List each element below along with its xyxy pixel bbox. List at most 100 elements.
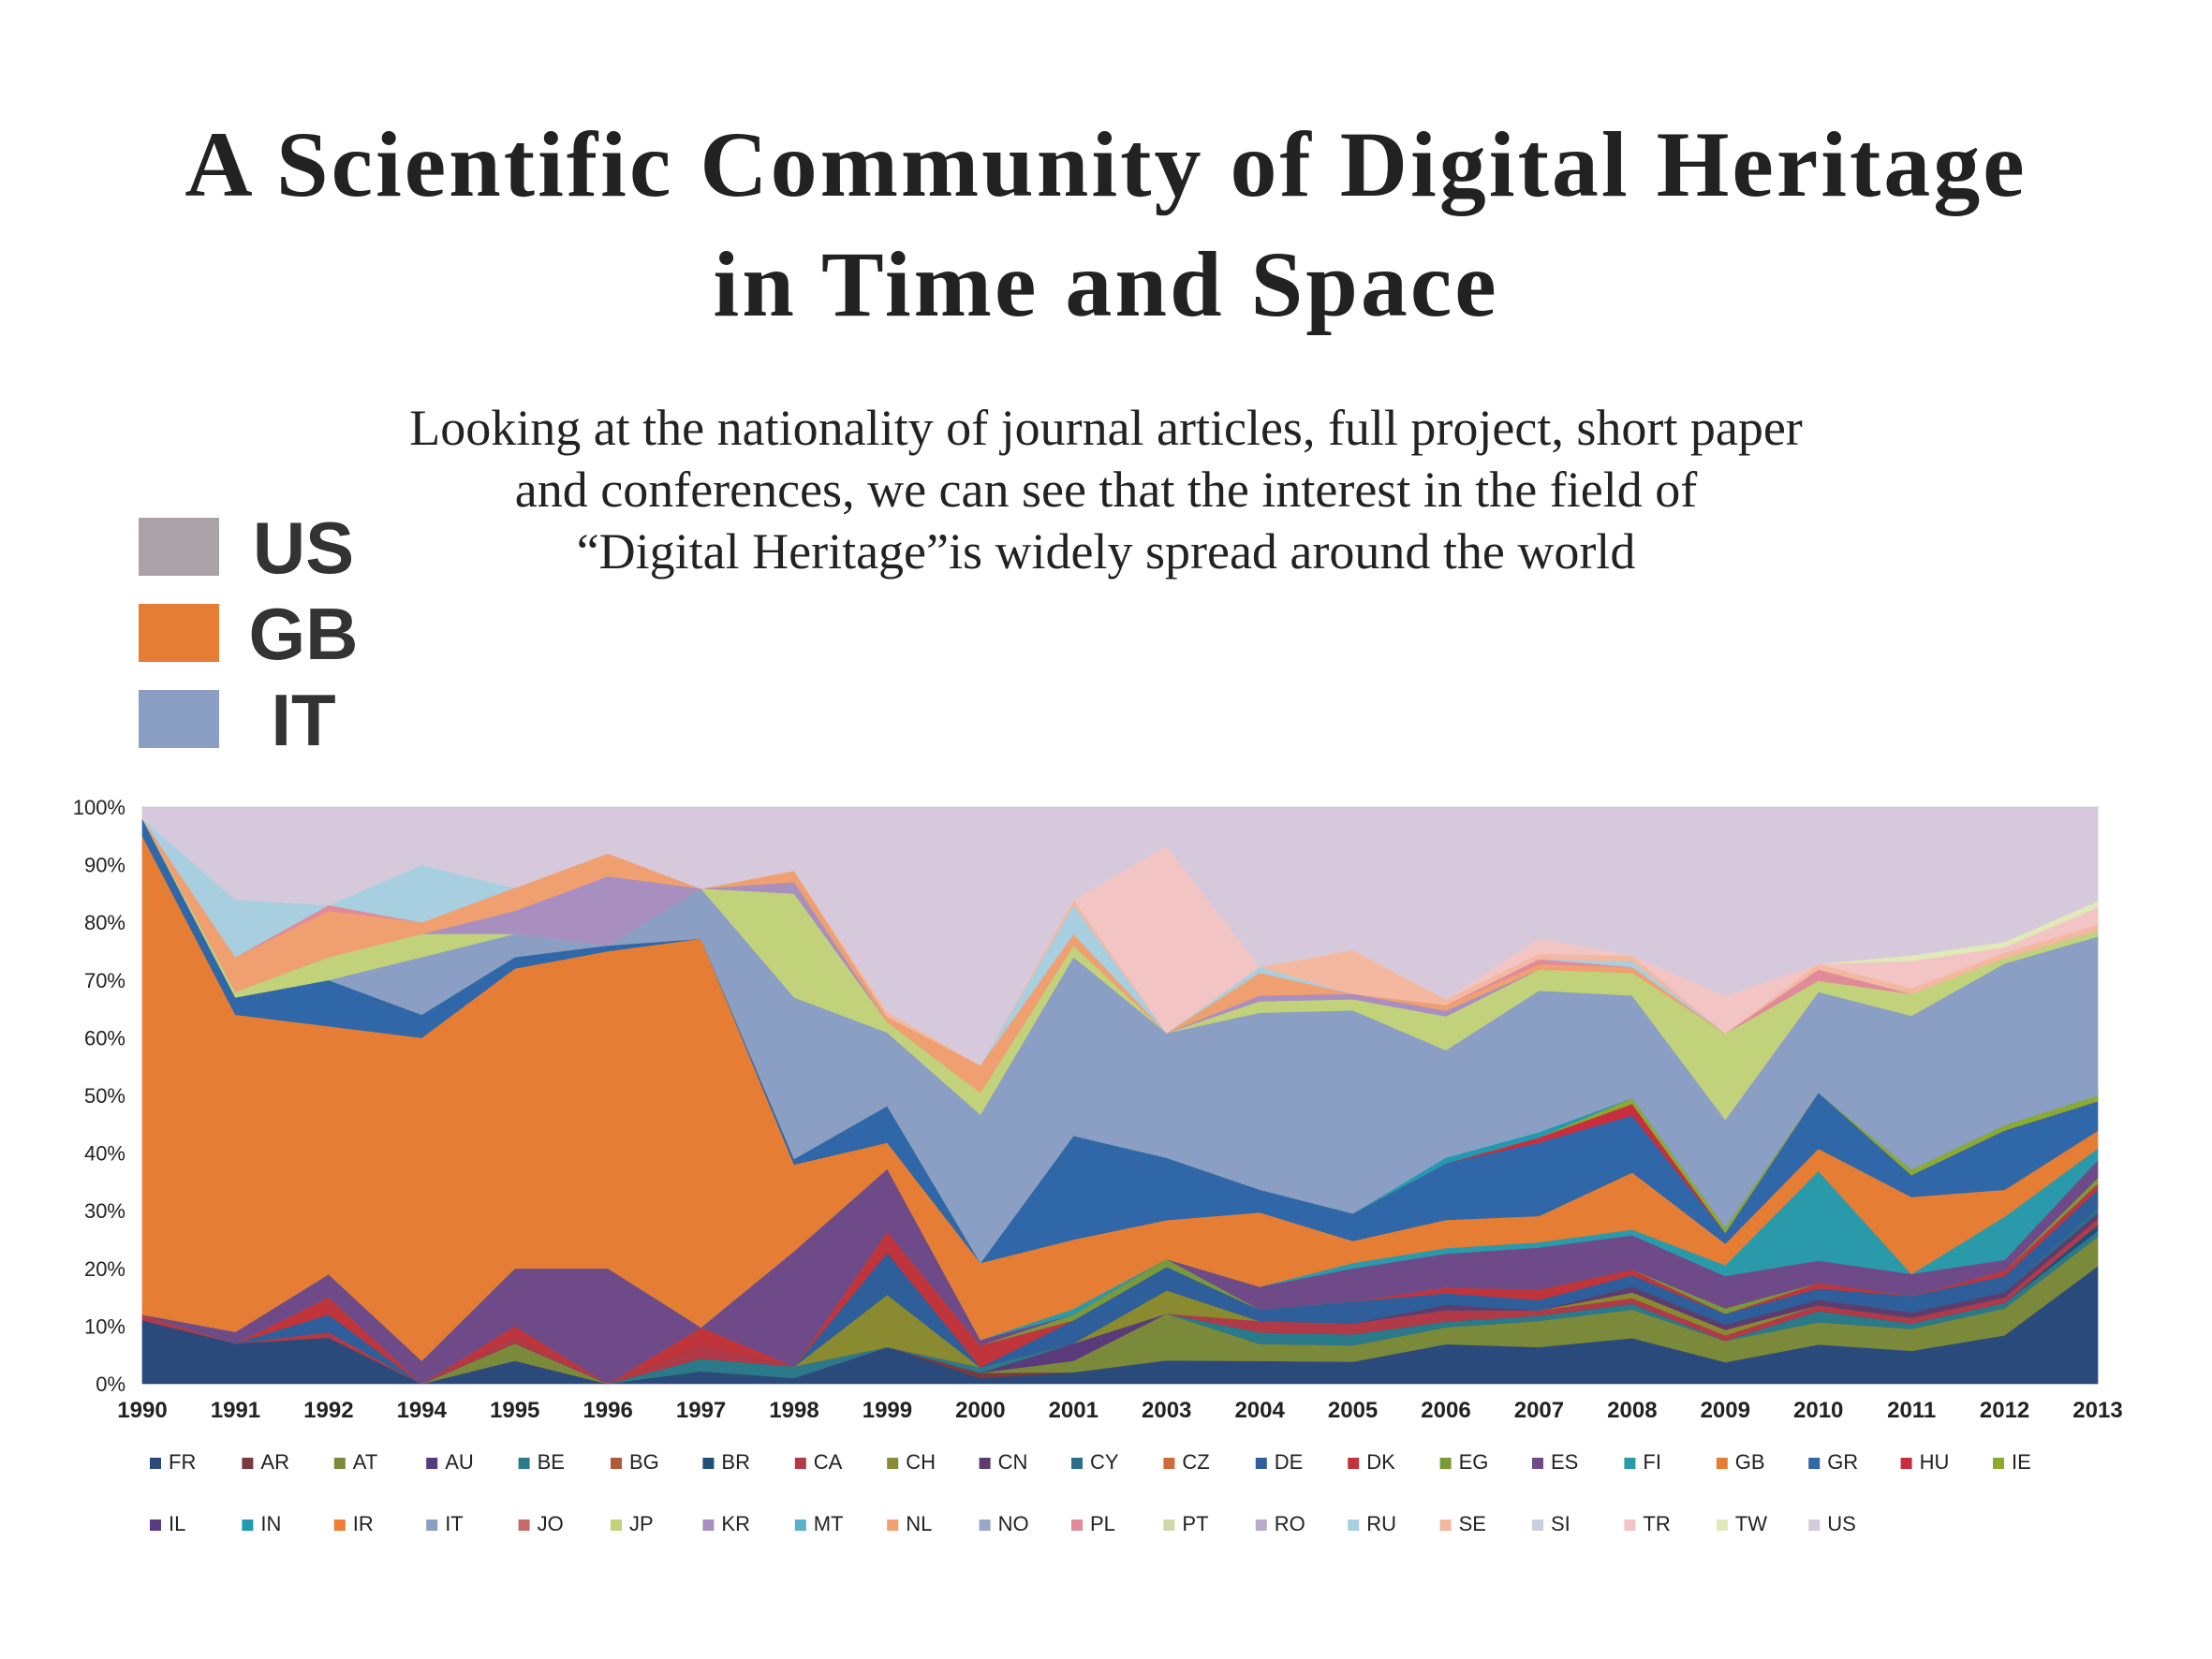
x-tick-label: 2005 — [1328, 1398, 1378, 1423]
legend-label: RU — [1366, 1512, 1396, 1535]
legend-swatch — [979, 1520, 991, 1531]
legend-label: FI — [1643, 1450, 1661, 1474]
legend-item-es: ES — [1532, 1450, 1578, 1474]
page-subtitle: Looking at the nationality of journal ar… — [263, 397, 1949, 582]
legend-swatch — [150, 1458, 161, 1469]
legend-label: AT — [353, 1450, 377, 1474]
legend-label: BR — [721, 1450, 750, 1474]
legend-label: SI — [1551, 1512, 1571, 1535]
legend-item-ch: CH — [887, 1450, 936, 1474]
legend-label: CA — [814, 1450, 843, 1474]
legend-item-de: DE — [1255, 1450, 1303, 1474]
legend-item-tr: TR — [1624, 1512, 1671, 1535]
legend-label: BG — [629, 1450, 659, 1474]
legend-label: ES — [1551, 1450, 1578, 1474]
legend-item-dk: DK — [1348, 1450, 1395, 1474]
x-tick-label: 1995 — [490, 1398, 539, 1423]
us-swatch — [139, 518, 219, 576]
legend-item-au: AU — [426, 1450, 474, 1474]
legend-swatch — [1532, 1520, 1543, 1531]
legend-item-il: IL — [150, 1512, 185, 1535]
legend-label: KR — [721, 1512, 750, 1535]
it-label: IT — [271, 679, 336, 761]
page-title: A Scientific Community of Digital Herita… — [0, 105, 2212, 345]
legend-label: IE — [2012, 1450, 2031, 1474]
x-tick-label: 2006 — [1421, 1398, 1470, 1423]
legend-label: EG — [1459, 1450, 1489, 1474]
legend-item-ro: RO — [1255, 1512, 1305, 1535]
legend-label: BE — [538, 1450, 565, 1474]
x-tick-label: 2013 — [2072, 1398, 2122, 1423]
y-tick-label: 100% — [73, 796, 125, 819]
legend-swatch — [242, 1458, 254, 1469]
legend-swatch — [794, 1458, 806, 1469]
legend-label: PL — [1090, 1512, 1115, 1535]
legend-swatch — [702, 1458, 715, 1469]
legend-label: TW — [1735, 1512, 1767, 1535]
legend-item-at: AT — [333, 1450, 377, 1474]
legend-item-us: US — [1808, 1512, 1856, 1535]
legend-label: NL — [906, 1512, 932, 1535]
y-axis: 0% 10% 20% 30% 40% 50% 60% 70% 80% 90% 100% — [73, 796, 125, 1396]
y-tick-label: 50% — [84, 1084, 125, 1108]
series-legend: FR AR AT AU BE BG BR CA CH CN CY CZ DE DK EG ES FI GB GR HU… — [150, 1450, 2031, 1535]
x-tick-label: 2010 — [1793, 1398, 1843, 1423]
legend-swatch — [426, 1458, 438, 1469]
gb-label: GB — [248, 593, 359, 675]
legend-item-fi: FI — [1624, 1450, 1661, 1474]
x-tick-label: 2003 — [1142, 1398, 1191, 1423]
legend-label: US — [1827, 1512, 1856, 1535]
legend-item-nl: NL — [887, 1512, 932, 1535]
legend-swatch — [333, 1458, 346, 1469]
legend-swatch — [1439, 1520, 1452, 1531]
x-tick-label: 1998 — [769, 1398, 818, 1423]
area-series — [141, 806, 2099, 1385]
legend-swatch — [979, 1458, 991, 1469]
x-tick-label: 2007 — [1514, 1398, 1564, 1423]
legend-swatch — [242, 1520, 254, 1531]
legend-item-kr: KR — [702, 1512, 750, 1535]
legend-label: JP — [629, 1512, 654, 1535]
legend-item-ir: IR — [333, 1512, 374, 1535]
legend-item-ie: IE — [1993, 1450, 2031, 1474]
us-label: US — [252, 507, 355, 589]
legend-item-gb: GB — [1716, 1450, 1765, 1474]
x-tick-label: 2008 — [1607, 1398, 1657, 1423]
legend-label: PT — [1182, 1512, 1208, 1535]
legend-swatch — [1348, 1520, 1360, 1531]
legend-swatch — [1071, 1458, 1083, 1469]
legend-label: SE — [1459, 1512, 1486, 1535]
legend-item-no: NO — [979, 1512, 1029, 1535]
legend-item-bg: BG — [611, 1450, 659, 1474]
title-line-2: in Time and Space — [713, 232, 1499, 336]
y-tick-label: 40% — [84, 1142, 125, 1166]
title-line-1: A Scientific Community of Digital Herita… — [184, 112, 2028, 216]
x-tick-label: 1999 — [863, 1398, 912, 1423]
legend-item-in: IN — [242, 1512, 281, 1535]
legend-label: AR — [260, 1450, 289, 1474]
legend-swatch — [1993, 1458, 2004, 1469]
legend-swatch — [1163, 1520, 1175, 1531]
y-tick-label: 20% — [84, 1257, 125, 1281]
legend-label: CZ — [1182, 1450, 1209, 1474]
subtitle-line-3: “Digital Heritage”is widely spread aroun… — [576, 523, 1636, 580]
legend-swatch — [1348, 1458, 1360, 1469]
x-tick-label: 2004 — [1234, 1398, 1285, 1423]
legend-label: IL — [169, 1512, 185, 1535]
legend-label: IN — [260, 1512, 281, 1535]
x-tick-label: 1994 — [397, 1398, 448, 1423]
legend-swatch — [611, 1458, 622, 1469]
y-tick-label: 60% — [84, 1026, 125, 1050]
legend-item-tw: TW — [1716, 1512, 1767, 1535]
subtitle-line-2: and conferences, we can see that the int… — [514, 462, 1698, 518]
x-tick-label: 2000 — [955, 1398, 1005, 1423]
legend-swatch — [518, 1458, 530, 1469]
y-tick-label: 10% — [84, 1314, 125, 1338]
legend-label: MT — [814, 1512, 844, 1535]
legend-label: IR — [353, 1512, 374, 1535]
legend-item-jp: JP — [611, 1512, 654, 1535]
x-tick-label: 1990 — [117, 1398, 167, 1423]
legend-label: FR — [169, 1450, 196, 1474]
legend-item-ar: AR — [242, 1450, 289, 1474]
legend-item-cn: CN — [979, 1450, 1027, 1474]
